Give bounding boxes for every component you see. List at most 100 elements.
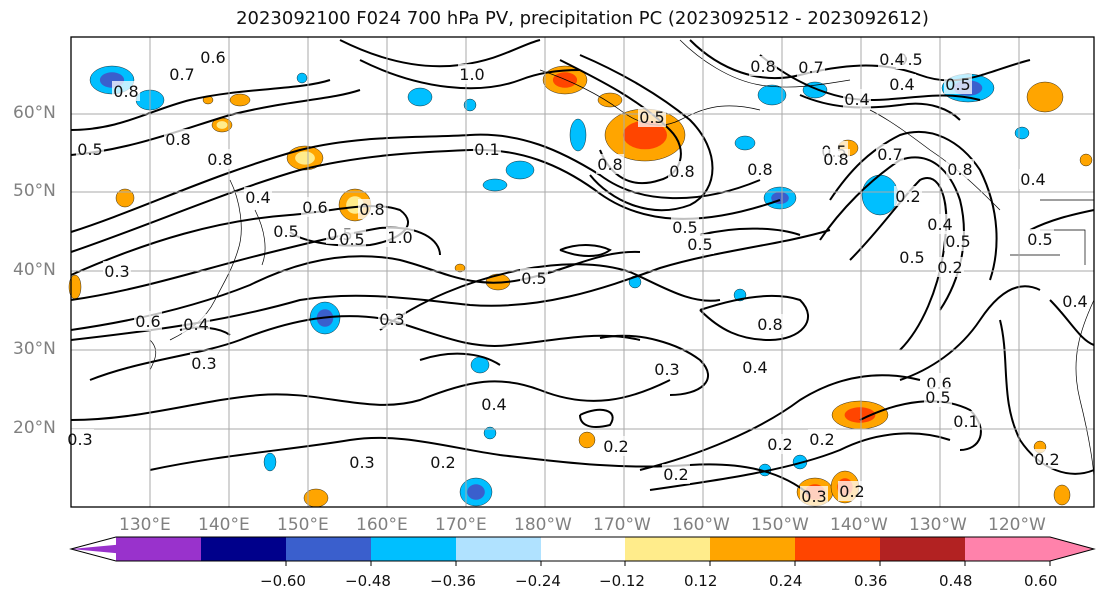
contour-label-bg bbox=[272, 221, 300, 241]
contour-label: 0.2 bbox=[838, 481, 866, 501]
contour-label-text: 0.7 bbox=[169, 65, 194, 84]
precip-blob-core bbox=[844, 407, 876, 423]
colorbar-tick-label: 0.24 bbox=[769, 572, 803, 590]
precip-blob bbox=[505, 160, 535, 180]
contour-label: 0.8 bbox=[358, 199, 386, 219]
contour-label-bg bbox=[924, 387, 952, 407]
contour-label: 1.0 bbox=[458, 64, 486, 84]
contour-label: 0.2 bbox=[936, 257, 964, 277]
contour-label-text: 0.8 bbox=[750, 57, 775, 76]
contour-label: 0.3 bbox=[103, 261, 131, 281]
pv-contour bbox=[639, 374, 921, 471]
colorbar-segment bbox=[116, 537, 201, 561]
contour-label-bg bbox=[653, 359, 681, 379]
contour-label: 0.5 bbox=[638, 107, 666, 127]
contour-label: 0.5 bbox=[671, 217, 699, 237]
contour-label-text: 0.8 bbox=[113, 82, 138, 101]
coastline bbox=[1075, 299, 1095, 481]
precip-blob bbox=[482, 178, 508, 192]
contour-label-bg bbox=[671, 217, 699, 237]
contour-label-text: 0.2 bbox=[603, 437, 628, 456]
contour-label: 0.8 bbox=[112, 81, 140, 101]
pv-contour bbox=[999, 319, 1095, 475]
pv-contour bbox=[419, 352, 501, 366]
colorbar-tick-label: 0.60 bbox=[1024, 572, 1058, 590]
contour-label-text: 0.3 bbox=[654, 360, 679, 379]
coastline bbox=[869, 109, 1001, 211]
contour-label-bg bbox=[944, 231, 972, 251]
contour-label-text: 0.2 bbox=[839, 482, 864, 501]
colorbar-segment bbox=[710, 537, 795, 561]
pv-contour bbox=[899, 285, 1041, 381]
pv-contour bbox=[379, 263, 721, 331]
contour-label: 0.8 bbox=[164, 129, 192, 149]
contour-label-text: 0.2 bbox=[809, 430, 834, 449]
contour-label-bg bbox=[843, 89, 871, 109]
contour-label-bg bbox=[894, 186, 922, 206]
colorbar-segment bbox=[201, 537, 286, 561]
contour-label: 0.3 bbox=[653, 359, 681, 379]
contour-label: 0.2 bbox=[766, 434, 794, 454]
contour-label-text: 0.4 bbox=[742, 358, 767, 377]
pv-contour bbox=[599, 334, 710, 396]
colorbar-segment bbox=[965, 537, 1050, 561]
colorbar-tick-label: −0.12 bbox=[599, 572, 645, 590]
contour-label: 0.5 bbox=[898, 247, 926, 267]
contour-label-bg bbox=[358, 199, 386, 219]
contour-label: 0.6 bbox=[301, 197, 329, 217]
pv-contour bbox=[1049, 299, 1095, 346]
coastline bbox=[679, 39, 851, 88]
contour-label-text: 0.3 bbox=[104, 262, 129, 281]
contour-label-text: 0.4 bbox=[889, 75, 914, 94]
colorbar-segment bbox=[371, 537, 456, 561]
contour-label: 0.3 bbox=[190, 353, 218, 373]
contour-label-bg bbox=[480, 394, 508, 414]
contour-label-bg bbox=[878, 49, 906, 69]
contour-label-text: 0.3 bbox=[801, 487, 826, 506]
contour-label-bg bbox=[596, 154, 624, 174]
contour-label-bg bbox=[741, 357, 769, 377]
contour-label: 0.2 bbox=[429, 452, 457, 472]
contour-label: 0.8 bbox=[746, 159, 774, 179]
precip-blob-core bbox=[552, 72, 578, 88]
contour-label-bg bbox=[686, 234, 714, 254]
lon-label: 130°E bbox=[119, 515, 171, 535]
lat-label: 20°N bbox=[13, 418, 56, 438]
pv-contour bbox=[689, 39, 1031, 82]
contour-label-text: 0.4 bbox=[844, 90, 869, 109]
contour-label-bg bbox=[766, 434, 794, 454]
map-frame bbox=[70, 36, 1095, 508]
contour-label-text: 0.8 bbox=[747, 160, 772, 179]
contour-label: 0.7 bbox=[168, 64, 196, 84]
colorbar-segment bbox=[880, 537, 965, 561]
pv-contour bbox=[70, 133, 761, 233]
contour-label-text: 0.3 bbox=[379, 310, 404, 329]
contour-label-text: 0.8 bbox=[165, 130, 190, 149]
chart-title: 2023092100 F024 700 hPa PV, precipitatio… bbox=[236, 8, 929, 29]
contour-label: 0.7 bbox=[797, 57, 825, 77]
coastline bbox=[1010, 199, 1094, 265]
contour-label: 0.2 bbox=[662, 464, 690, 484]
contour-label: 0.3 bbox=[348, 452, 376, 472]
contour-label-bg bbox=[199, 47, 227, 67]
lon-label: 120°W bbox=[988, 515, 1046, 535]
contour-label-bg bbox=[946, 159, 974, 179]
contour-label-bg bbox=[800, 486, 828, 506]
colorbar-tick-label: −0.48 bbox=[345, 572, 391, 590]
contour-label-bg bbox=[112, 81, 140, 101]
precip-blob bbox=[229, 93, 251, 107]
contour-label: 0.8 bbox=[206, 149, 234, 169]
contour-label-bg bbox=[206, 149, 234, 169]
pv-contour bbox=[70, 379, 671, 421]
contour-label-text: 0.1 bbox=[474, 140, 499, 159]
lon-label: 130°W bbox=[909, 515, 967, 535]
contour-label-text: 0.4 bbox=[481, 395, 506, 414]
pv-contour bbox=[70, 89, 361, 156]
lon-label: 160°E bbox=[356, 515, 408, 535]
contour-label-text: 0.5 bbox=[945, 75, 970, 94]
precip-blob bbox=[483, 426, 497, 440]
precip-blob bbox=[454, 263, 466, 273]
contour-label: 0.8 bbox=[668, 161, 696, 181]
contour-label-text: 0.5 bbox=[672, 218, 697, 237]
